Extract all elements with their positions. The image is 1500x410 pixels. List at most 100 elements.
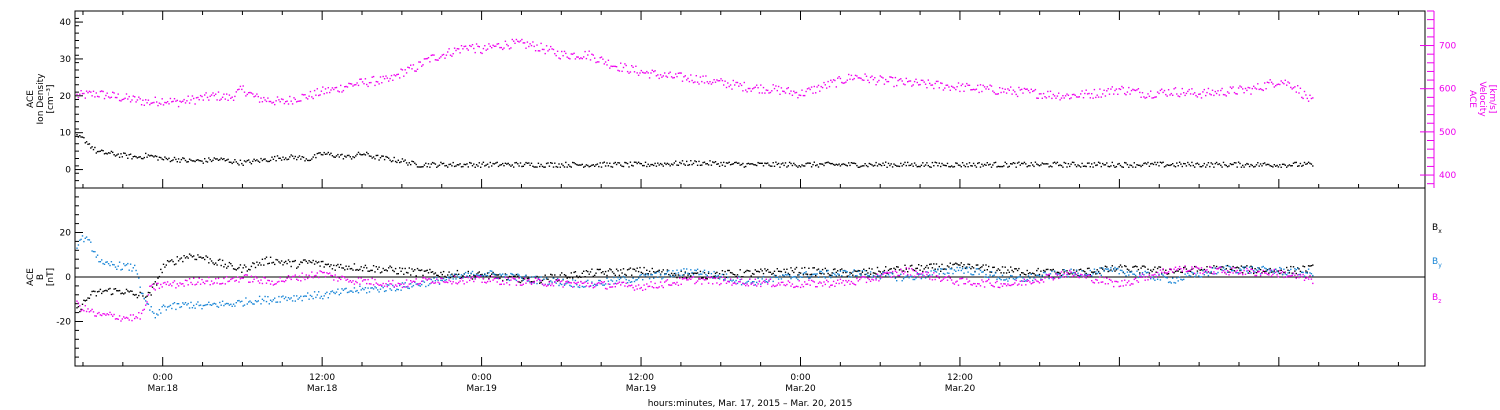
point-velocity [890,76,892,78]
point-bx [383,269,386,271]
point-bz [787,280,789,282]
point-density [202,162,204,164]
point-density [1167,164,1170,166]
point-by [264,295,266,298]
point-bx [1042,269,1045,272]
point-by [1277,272,1280,274]
point-bx [642,272,644,275]
point-bz [1242,273,1244,276]
point-density [639,162,641,165]
point-bx [661,271,663,273]
point-velocity [532,41,534,43]
point-bx [1063,271,1065,273]
point-by [640,273,642,276]
point-velocity [254,95,257,97]
point-bz [628,284,630,287]
point-density [771,165,773,167]
point-bx [810,273,813,275]
point-by [857,270,859,273]
point-by [555,282,557,284]
point-by [333,291,335,294]
point-bx [480,274,482,276]
point-bz [1141,273,1144,275]
point-bx [718,273,721,275]
point-density [821,163,824,165]
point-velocity [710,83,713,85]
point-velocity [156,101,158,103]
point-by [746,281,748,283]
point-velocity [923,81,925,83]
point-bx [411,268,413,270]
point-by [419,285,421,287]
point-bz [1099,276,1101,278]
point-bz [687,279,689,281]
point-by [901,280,903,282]
point-bx [79,310,81,313]
point-bx [462,275,464,277]
point-by [670,276,673,278]
point-bx [1169,268,1171,271]
point-by [757,277,759,279]
point-bz [172,281,174,284]
point-density [504,162,507,164]
point-velocity [978,91,980,94]
point-velocity [767,89,769,92]
point-bz [349,280,351,282]
point-bz [1217,268,1219,270]
point-by [599,279,601,282]
point-bx [1010,266,1012,268]
point-by [562,278,564,280]
point-density [160,156,162,159]
point-density [1027,165,1030,167]
point-by [1244,266,1247,268]
point-bx [1019,274,1021,276]
point-density [168,157,170,159]
point-density [1137,164,1140,166]
point-by [151,311,154,313]
point-density [368,155,371,157]
point-density [1297,165,1299,167]
point-by [1199,276,1201,278]
point-density [1064,162,1067,164]
point-by [960,269,962,272]
point-by [1217,271,1219,274]
point-velocity [777,85,780,88]
point-velocity [280,98,283,100]
point-velocity [853,77,855,80]
point-density [772,162,774,164]
point-bx [1165,269,1167,271]
point-bz [346,278,349,281]
point-by [1132,273,1134,275]
point-velocity [850,74,853,77]
point-bx [1298,268,1300,270]
point-bx [1000,272,1002,274]
point-velocity [1048,95,1050,98]
point-velocity [442,53,445,56]
point-bx [1033,273,1035,275]
point-velocity [1243,92,1245,94]
point-by [517,273,519,275]
point-by [1044,271,1046,274]
point-velocity [872,78,875,81]
point-by [206,303,209,306]
point-density [941,162,943,165]
point-velocity [521,38,523,41]
point-bz [983,286,986,288]
point-by [1141,272,1144,274]
point-velocity [940,82,942,84]
point-velocity [1174,87,1177,89]
point-bx [241,271,243,273]
point-velocity [169,97,172,100]
point-bz [1048,273,1050,275]
point-by [686,268,688,270]
point-density [769,165,772,167]
point-bz [312,276,314,279]
top-right-ylabel-line-2: Velocity [1477,81,1487,117]
point-bx [1036,269,1038,272]
point-by [349,290,351,292]
point-by [609,283,611,285]
point-velocity [396,73,398,76]
point-by [149,309,151,311]
point-density [935,162,938,164]
point-bx [797,274,799,276]
